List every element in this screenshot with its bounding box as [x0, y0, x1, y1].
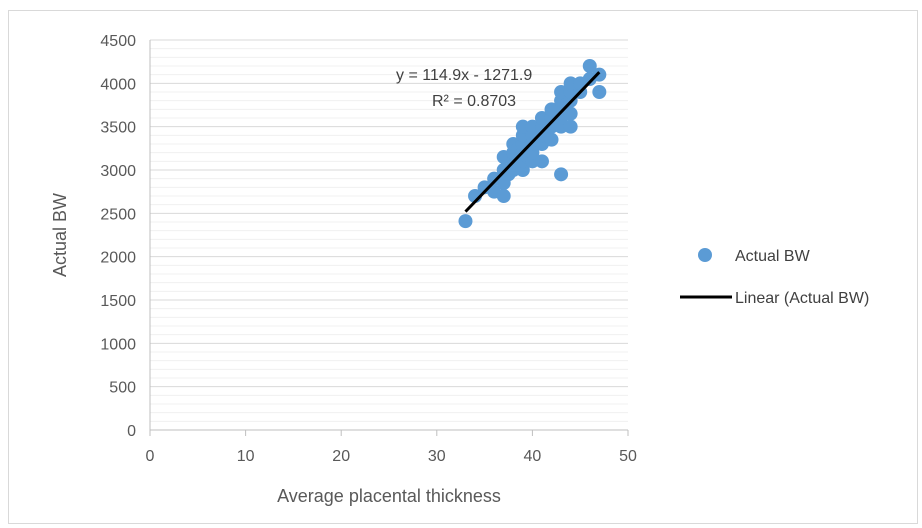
x-tick-label: 30: [428, 448, 446, 465]
scatter-chart: 0 500 1000 1500 2000 2500 3000 3500 4000 4500 0 10 2…: [50, 33, 869, 506]
y-tick-label: 2000: [100, 250, 136, 267]
data-point: [544, 132, 559, 147]
legend-marker-actual-bw: [698, 248, 712, 262]
y-tick-label: 1000: [100, 336, 136, 353]
trendline-r2: R² = 0.8703: [432, 93, 516, 110]
y-tick-label: 1500: [100, 293, 136, 310]
data-point: [563, 106, 578, 121]
data-point: [592, 67, 607, 82]
x-tick-label: 50: [619, 448, 637, 465]
x-axis-title: Average placental thickness: [277, 486, 501, 506]
trendline-equation: y = 114.9x - 1271.9: [396, 67, 532, 84]
y-tick-label: 500: [109, 380, 136, 397]
trendline-group: [464, 71, 601, 213]
y-tick-label: 4000: [100, 76, 136, 93]
legend-label-actual-bw: Actual BW: [735, 248, 811, 265]
x-tick-label: 40: [524, 448, 542, 465]
y-tick-label: 3500: [100, 120, 136, 137]
trendline: [464, 71, 601, 213]
data-point: [496, 189, 511, 203]
data-point: [534, 154, 549, 169]
axes: [149, 40, 629, 436]
grid-lines: [150, 39, 628, 422]
data-point: [563, 119, 578, 134]
x-tick-label: 0: [146, 448, 155, 465]
y-tick-label: 3000: [100, 163, 136, 180]
data-point: [592, 85, 607, 99]
x-tick-label: 20: [332, 448, 350, 465]
y-tick-label: 4500: [100, 33, 136, 50]
tick-labels: 0 500 1000 1500 2000 2500 3000 3500 4000 4500 0 10 2…: [100, 33, 637, 465]
data-point: [554, 167, 569, 182]
data-point: [458, 214, 473, 229]
data-point: [582, 59, 597, 73]
legend-label-linear: Linear (Actual BW): [735, 290, 869, 307]
y-tick-label: 2500: [100, 206, 136, 223]
y-axis-title: Actual BW: [50, 193, 70, 277]
x-tick-label: 10: [237, 448, 255, 465]
legend: Actual BW Linear (Actual BW): [680, 248, 869, 307]
y-tick-label: 0: [127, 423, 136, 440]
chart-frame: 0 500 1000 1500 2000 2500 3000 3500 4000 4500 0 10 2…: [8, 10, 918, 524]
